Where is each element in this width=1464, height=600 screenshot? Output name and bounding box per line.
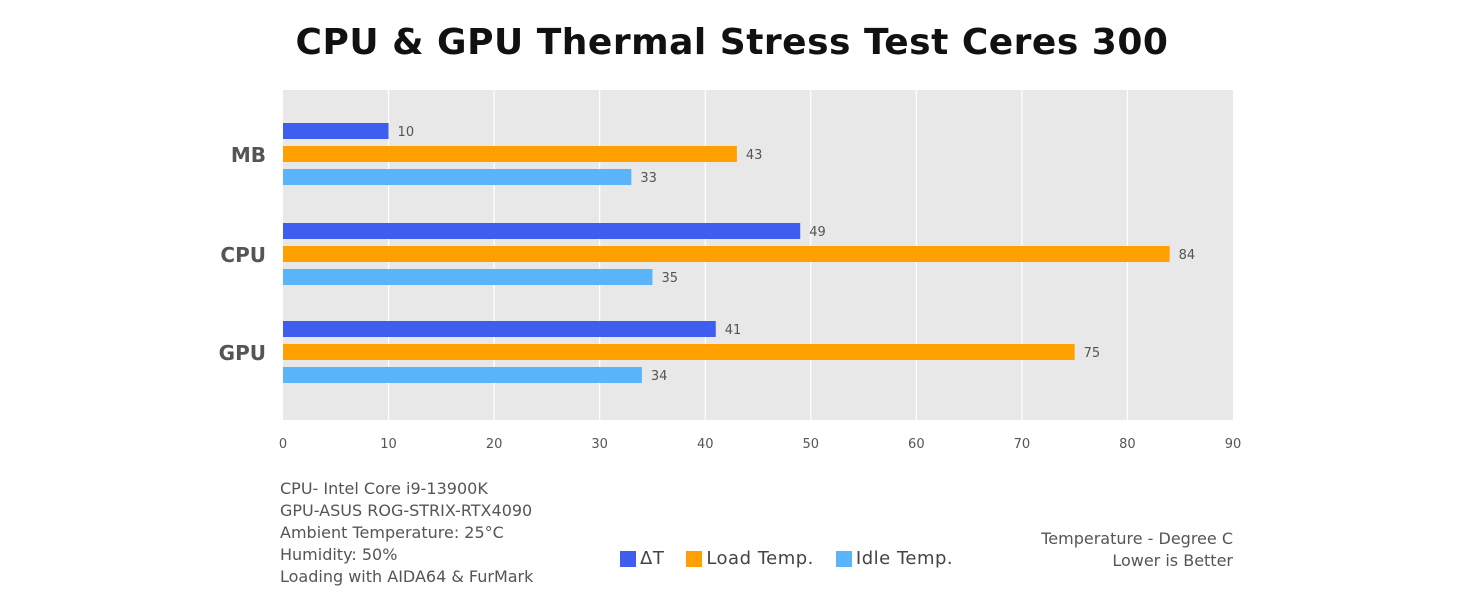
data-label: 34 (651, 369, 668, 384)
bar-cpu-2 (283, 269, 653, 285)
category-labels: MB CPU GPU (219, 143, 266, 365)
bar-gpu-0 (283, 321, 716, 337)
x-tick-label: 90 (1225, 437, 1242, 452)
legend: ΔT Load Temp. Idle Temp. (620, 548, 975, 569)
x-tick-label: 10 (380, 437, 397, 452)
data-label: 10 (398, 125, 415, 140)
data-label: 84 (1179, 248, 1196, 263)
legend-swatch-idle (835, 550, 852, 567)
bar-mb-1 (283, 146, 737, 162)
data-label: 35 (661, 271, 678, 286)
bar-mb-2 (283, 169, 632, 185)
category-label-gpu: GPU (219, 341, 266, 365)
bar-gpu-2 (283, 367, 642, 383)
legend-swatch-delta (620, 550, 636, 567)
note-ambient: Ambient Temperature: 25°C (280, 523, 504, 542)
data-label: 33 (640, 171, 657, 186)
bar-mb-0 (283, 123, 389, 139)
legend-label-load: Load Temp. (706, 548, 814, 569)
note-humidity: Humidity: 50% (280, 545, 398, 564)
test-notes: CPU- Intel Core i9-13900K GPU-ASUS ROG-S… (280, 478, 533, 588)
legend-item-idle: Idle Temp. (835, 548, 954, 569)
x-tick-label: 70 (1014, 437, 1031, 452)
x-tick-label: 80 (1119, 437, 1136, 452)
x-tick-label: 30 (591, 437, 608, 452)
unit-note: Temperature - Degree C Lower is Better (1041, 528, 1233, 572)
x-tick-label: 60 (908, 437, 925, 452)
legend-swatch-load (686, 550, 703, 567)
data-label: 75 (1084, 346, 1101, 361)
x-axis-ticks: 0 10 20 30 40 50 60 70 80 90 (279, 437, 1241, 452)
unit-label: Temperature - Degree C (1041, 529, 1233, 548)
legend-item-delta: ΔT (620, 548, 664, 569)
data-label: 43 (746, 148, 763, 163)
x-tick-label: 50 (803, 437, 820, 452)
note-cpu: CPU- Intel Core i9-13900K (280, 479, 488, 498)
note-loading: Loading with AIDA64 & FurMark (280, 567, 534, 586)
bar-cpu-0 (283, 223, 801, 239)
note-gpu: GPU-ASUS ROG-STRIX-RTX4090 (280, 501, 533, 520)
bars (283, 123, 1170, 383)
lower-is-better-label: Lower is Better (1112, 551, 1233, 570)
x-tick-label: 20 (486, 437, 503, 452)
bar-cpu-1 (283, 246, 1170, 262)
bar-gpu-1 (283, 344, 1075, 360)
category-label-mb: MB (231, 143, 266, 167)
data-labels: 10 43 33 49 84 35 41 75 34 (398, 125, 1196, 384)
legend-label-delta: ΔT (640, 548, 665, 569)
category-label-cpu: CPU (220, 243, 266, 267)
legend-label-idle: Idle Temp. (855, 548, 954, 569)
data-label: 41 (725, 323, 742, 338)
chart-title: CPU & GPU Thermal Stress Test Ceres 300 (295, 22, 1169, 63)
data-label: 49 (809, 225, 826, 240)
x-tick-label: 40 (697, 437, 714, 452)
x-tick-label: 0 (279, 437, 287, 452)
legend-item-load: Load Temp. (686, 548, 814, 569)
